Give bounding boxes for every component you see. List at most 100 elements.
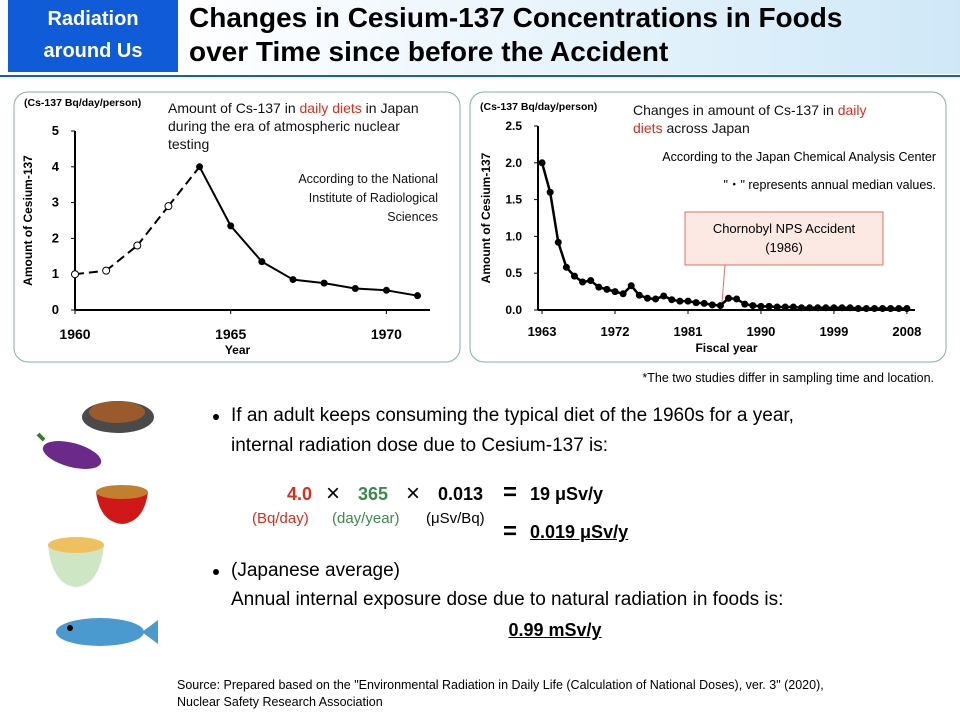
chart-title: Amount of Cs-137 in daily diets in Japan… (168, 99, 428, 153)
annotation-box (684, 211, 884, 266)
data-point (854, 305, 862, 313)
title-part: daily diets (633, 102, 867, 136)
eq-unit: (Bq/day) (252, 510, 309, 527)
title-part: daily diets (299, 100, 362, 116)
data-point (587, 277, 595, 285)
eq-result: 19 μSv/y (530, 484, 604, 504)
slide-title: Changes in Cesium-137 Concentrations in … (189, 2, 843, 33)
data-point (806, 304, 814, 312)
data-point (814, 304, 822, 312)
y-tick-label: 1.0 (505, 229, 522, 243)
data-point (627, 282, 635, 290)
bullet-dot (213, 414, 219, 420)
chart-frame (13, 91, 461, 363)
eq-op: = (503, 518, 518, 545)
data-point (414, 292, 422, 300)
annotation-pointer (721, 264, 726, 303)
slide-title: over Time since before the Accident (189, 36, 669, 67)
data-point (668, 296, 676, 304)
data-point (749, 302, 757, 310)
data-point (71, 270, 79, 279)
data-point (595, 283, 603, 291)
data-point (227, 222, 235, 230)
bullet-text: (Japanese average) (231, 560, 400, 581)
line-segment (198, 166, 232, 227)
bullet-text: Annual internal exposure dose due to nat… (231, 589, 784, 610)
bullet-dot (213, 569, 219, 575)
eq-op: = (503, 479, 518, 506)
highlight-value: 0.99 mSv/y (508, 620, 602, 640)
header-band (180, 0, 960, 74)
line-segment (229, 225, 263, 263)
title-part: Changes in amount of Cs-137 in (633, 102, 838, 118)
line-segment (167, 166, 201, 207)
data-point (870, 305, 878, 313)
line-segment (136, 205, 170, 247)
y-tick-label: 5 (52, 123, 59, 138)
data-point (903, 305, 911, 313)
x-axis-label: Fiscal year (695, 341, 757, 355)
title-part: across Japan (662, 120, 750, 136)
data-point (757, 302, 765, 310)
footnote: *The two studies differ in sampling time… (642, 371, 934, 385)
line-segment (323, 282, 356, 290)
data-point (635, 291, 643, 299)
data-point (164, 202, 173, 211)
data-point (102, 266, 111, 275)
data-point (716, 302, 724, 310)
y-tick-label: 0 (52, 302, 59, 317)
data-point (684, 297, 692, 305)
y-axis-label: Amount of Cesium-137 (21, 155, 35, 286)
x-tick-label: 1990 (746, 324, 775, 339)
data-point (652, 295, 660, 303)
y-tick-label: 0.0 (505, 303, 522, 317)
data-point (554, 238, 562, 246)
data-point (562, 263, 570, 271)
eq-op: × (406, 480, 421, 507)
y-tick-label: 4 (52, 159, 60, 174)
data-point (830, 304, 838, 312)
source: Nuclear Safety Research Association (177, 695, 383, 709)
annotation-text: Chornobyl NPS Accident (712, 221, 856, 236)
unit-label: (Cs-137 Bq/day/person) (480, 101, 597, 113)
header-badge (8, 0, 178, 72)
eq-result: 0.019 μSv/y (530, 522, 629, 542)
line-segment (386, 289, 418, 297)
data-point (676, 297, 684, 305)
y-tick-label: 2 (52, 230, 59, 245)
badge-text: Radiation (47, 8, 139, 30)
data-point (700, 299, 708, 307)
chart-note: "・" represents annual median values. (723, 178, 936, 192)
data-point (611, 288, 619, 296)
data-point (862, 305, 870, 313)
title-part: Amount of Cs-137 in (168, 100, 300, 116)
y-tick-label: 1.5 (505, 193, 522, 207)
x-tick-label: 1972 (601, 324, 630, 339)
data-point (538, 159, 546, 167)
eq-op: × (326, 480, 341, 507)
data-line (540, 162, 907, 310)
line-segment (292, 278, 325, 285)
data-point (887, 305, 895, 313)
data-point (708, 301, 716, 309)
annotation-text: (1986) (765, 240, 803, 255)
data-point (822, 304, 830, 312)
x-tick-label: 1970 (371, 326, 402, 342)
data-point (643, 294, 651, 302)
chart-frame (469, 91, 947, 363)
data-point (895, 305, 903, 313)
data-point (781, 303, 789, 311)
data-point (289, 276, 297, 284)
line-segment (261, 260, 294, 281)
food-icons (36, 401, 158, 646)
data-point (725, 294, 733, 302)
source: Source: Prepared based on the "Environme… (177, 678, 824, 692)
x-tick-label: 1999 (819, 324, 848, 339)
line-segment (105, 244, 138, 272)
data-point (546, 188, 554, 196)
y-tick-label: 3 (52, 195, 59, 210)
x-tick-label: 1965 (215, 326, 246, 342)
x-tick-label: 2008 (892, 324, 921, 339)
data-point (382, 286, 390, 294)
bullet-text: If an adult keeps consuming the typical … (231, 405, 794, 426)
